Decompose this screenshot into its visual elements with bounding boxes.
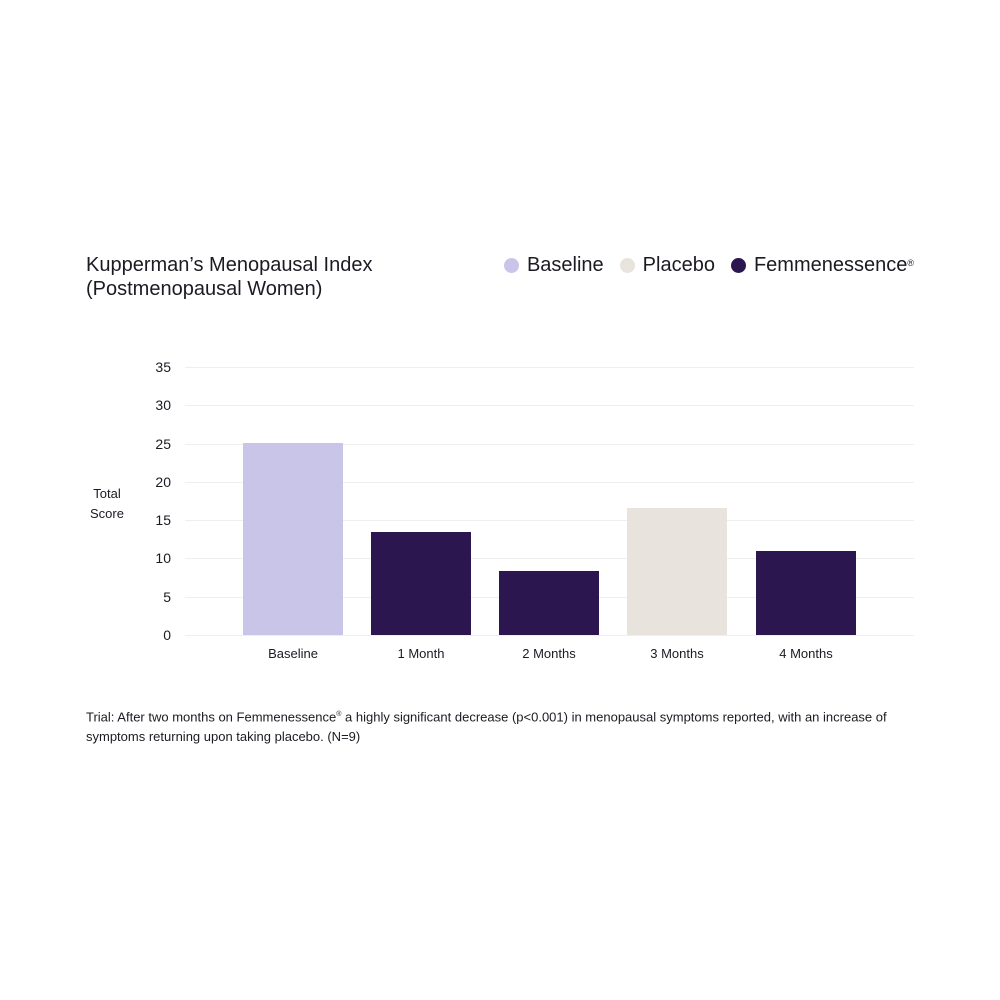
x-tick-label: 1 Month <box>397 646 445 661</box>
registered-mark: ® <box>907 258 914 268</box>
legend-label: Baseline <box>526 254 604 276</box>
x-tick-label: Baseline <box>268 646 318 661</box>
chart-title-line-2: (Postmenopausal Women) <box>86 278 323 300</box>
legend-item-placebo: Placebo <box>619 253 715 277</box>
y-axis-label-line-1: Total <box>93 486 121 501</box>
legend-item-femmenessence: Femmenessence ® <box>730 253 914 277</box>
y-axis-label-line-2: Score <box>90 506 124 521</box>
gridline <box>185 405 914 407</box>
gridline <box>185 367 914 368</box>
x-tick-label: 4 Months <box>779 646 833 661</box>
y-tick-label: 35 <box>155 359 171 375</box>
y-tick-label: 20 <box>155 473 171 490</box>
legend-label: Placebo <box>642 254 715 276</box>
gridline <box>185 635 914 636</box>
bar-4-months <box>756 550 856 635</box>
y-tick-label: 30 <box>155 397 171 414</box>
gridline <box>185 520 914 522</box>
legend-dot-icon <box>619 257 635 273</box>
y-tick-label: 0 <box>163 627 171 643</box>
x-tick-label: 3 Months <box>650 646 704 661</box>
x-tick-label: 2 Months <box>522 646 576 661</box>
footnote-text-2: a highly significant decrease (p<0.001) … <box>86 709 887 745</box>
chart-title-line-1: Kupperman’s Menopausal Index <box>86 254 373 276</box>
chart-title: Kupperman’s Menopausal Index (Postmenopa… <box>86 253 372 301</box>
gridline <box>185 443 914 445</box>
bar-baseline <box>243 442 343 635</box>
bar-1-month <box>371 532 471 635</box>
plot-area <box>185 367 914 636</box>
y-tick-label: 15 <box>155 512 171 529</box>
legend-dot-icon <box>503 257 519 273</box>
gridline <box>185 481 914 483</box>
chart-legend: Baseline Placebo Femmenessence ® <box>503 253 914 277</box>
y-tick-label: 5 <box>163 588 171 605</box>
registered-mark: ® <box>336 711 342 718</box>
bar-3-months <box>627 507 727 635</box>
legend-label: Femmenessence <box>753 254 908 276</box>
footnote-text-1: Trial: After two months on Femmenessence <box>86 709 337 725</box>
y-tick-label: 25 <box>155 435 171 452</box>
legend-dot-icon <box>730 257 746 273</box>
gridline <box>185 558 914 560</box>
bar-2-months <box>499 570 599 635</box>
y-axis-label: Total Score <box>86 484 128 524</box>
legend-item-baseline: Baseline <box>503 253 604 277</box>
y-tick-label: 10 <box>155 550 171 567</box>
footnote: Trial: After two months on Femmenessence… <box>86 705 916 747</box>
